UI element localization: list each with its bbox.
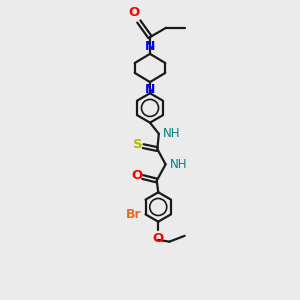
Text: Br: Br xyxy=(126,208,142,221)
Text: O: O xyxy=(129,6,140,19)
Text: O: O xyxy=(153,232,164,245)
Text: O: O xyxy=(132,169,143,182)
Text: S: S xyxy=(133,139,143,152)
Text: NH: NH xyxy=(163,127,181,140)
Text: N: N xyxy=(145,83,155,96)
Text: NH: NH xyxy=(170,158,188,171)
Text: N: N xyxy=(145,40,155,53)
